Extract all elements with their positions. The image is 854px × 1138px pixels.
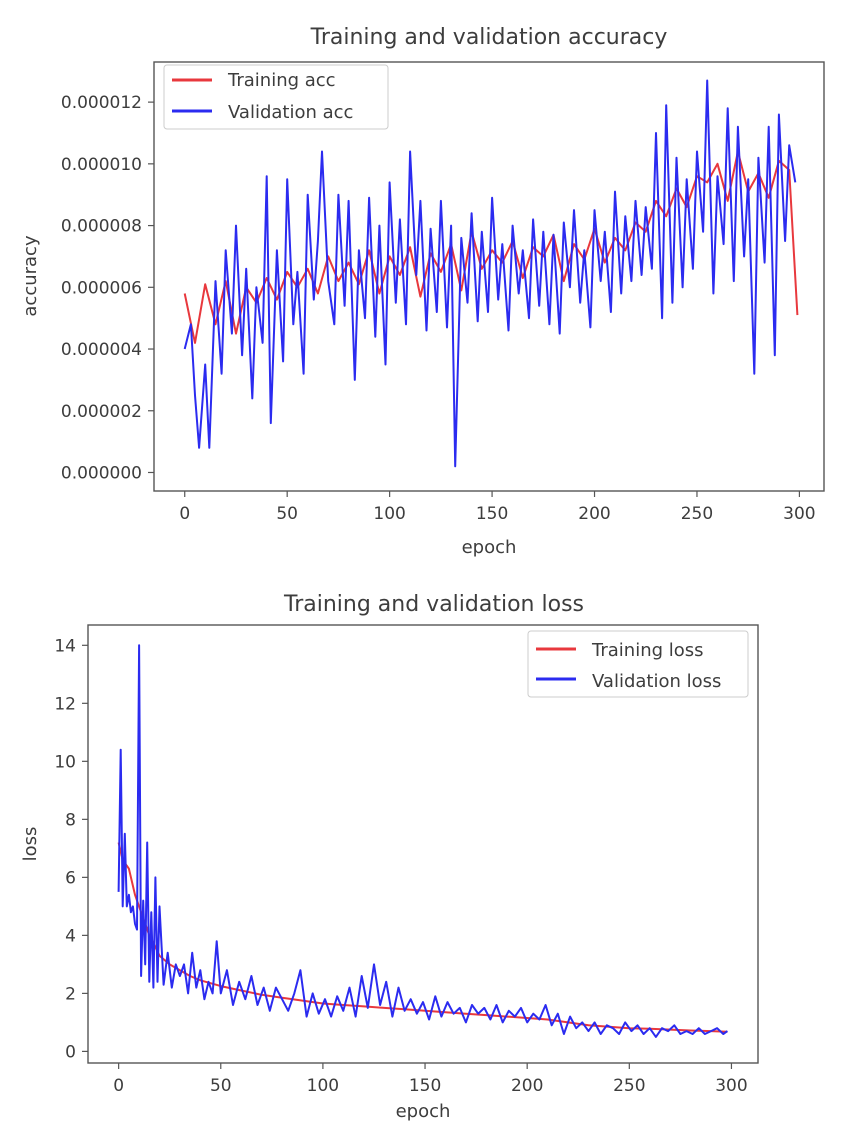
accuracy-xtick-label: 0 bbox=[179, 504, 190, 524]
accuracy-ytick-label: 0.000004 bbox=[61, 340, 142, 360]
accuracy-series-line-validation bbox=[183, 79, 797, 468]
accuracy-chart-legend: Training acc Validation acc bbox=[163, 64, 389, 130]
accuracy-legend-box bbox=[163, 64, 389, 130]
loss-xtick-label: 50 bbox=[210, 1076, 232, 1096]
accuracy-xtick-label: 250 bbox=[681, 504, 713, 524]
loss-chart: Training and validation loss 0 50 100 150 20… bbox=[20, 592, 759, 1122]
accuracy-ytick-label: 0.000002 bbox=[61, 402, 142, 422]
accuracy-chart-frame bbox=[153, 61, 825, 492]
loss-chart-xlabel: epoch bbox=[396, 1101, 451, 1122]
accuracy-ytick-label: 0.000012 bbox=[61, 93, 142, 113]
loss-legend-label-validation: Validation loss bbox=[592, 671, 721, 692]
loss-xtick-label: 100 bbox=[307, 1076, 339, 1096]
accuracy-legend-label-training: Training acc bbox=[227, 70, 336, 91]
loss-legend-label-training: Training loss bbox=[591, 640, 704, 661]
loss-ytick-label: 12 bbox=[54, 694, 76, 714]
loss-ytick-label: 2 bbox=[65, 984, 76, 1004]
loss-series-line-validation bbox=[117, 644, 728, 1038]
accuracy-chart-title: Training and validation accuracy bbox=[310, 25, 668, 50]
accuracy-chart-lines bbox=[183, 79, 799, 468]
accuracy-xtick-label: 300 bbox=[783, 504, 815, 524]
accuracy-ytick-label: 0.000010 bbox=[61, 155, 142, 175]
loss-chart-ticks: 0 50 100 150 200 250 300 0 2 4 6 8 10 12 14 bbox=[54, 636, 747, 1096]
loss-chart-ylabel: loss bbox=[20, 827, 41, 862]
loss-legend-box bbox=[527, 630, 749, 698]
accuracy-chart-ticks: 0 50 100 150 200 250 300 0.000000 0.000002 0.0000… bbox=[61, 93, 816, 524]
accuracy-ytick-label: 0.000008 bbox=[61, 217, 142, 237]
loss-ytick-label: 0 bbox=[65, 1042, 76, 1062]
accuracy-chart: Training and validation accuracy 0 50 100 1… bbox=[20, 25, 825, 558]
accuracy-legend-label-validation: Validation acc bbox=[228, 102, 353, 123]
loss-ytick-label: 14 bbox=[54, 636, 76, 656]
accuracy-xtick-label: 50 bbox=[276, 504, 298, 524]
accuracy-ytick-label: 0.000006 bbox=[61, 278, 142, 298]
loss-xtick-label: 250 bbox=[613, 1076, 645, 1096]
accuracy-chart-ylabel: accuracy bbox=[20, 235, 41, 317]
loss-chart-legend: Training loss Validation loss bbox=[527, 630, 749, 698]
accuracy-chart-xlabel: epoch bbox=[462, 537, 517, 558]
loss-chart-frame bbox=[87, 624, 759, 1064]
loss-ytick-label: 4 bbox=[65, 926, 76, 946]
accuracy-xtick-label: 200 bbox=[578, 504, 610, 524]
loss-chart-title: Training and validation loss bbox=[283, 592, 584, 617]
loss-xtick-label: 0 bbox=[113, 1076, 124, 1096]
loss-ytick-label: 10 bbox=[54, 752, 76, 772]
loss-ytick-label: 8 bbox=[65, 810, 76, 830]
loss-chart-lines bbox=[117, 644, 728, 1038]
loss-xtick-label: 300 bbox=[715, 1076, 747, 1096]
accuracy-xtick-label: 150 bbox=[476, 504, 508, 524]
loss-ytick-label: 6 bbox=[65, 868, 76, 888]
accuracy-ytick-label: 0.000000 bbox=[61, 463, 142, 483]
loss-xtick-label: 150 bbox=[409, 1076, 441, 1096]
loss-xtick-label: 200 bbox=[511, 1076, 543, 1096]
accuracy-xtick-label: 100 bbox=[373, 504, 405, 524]
